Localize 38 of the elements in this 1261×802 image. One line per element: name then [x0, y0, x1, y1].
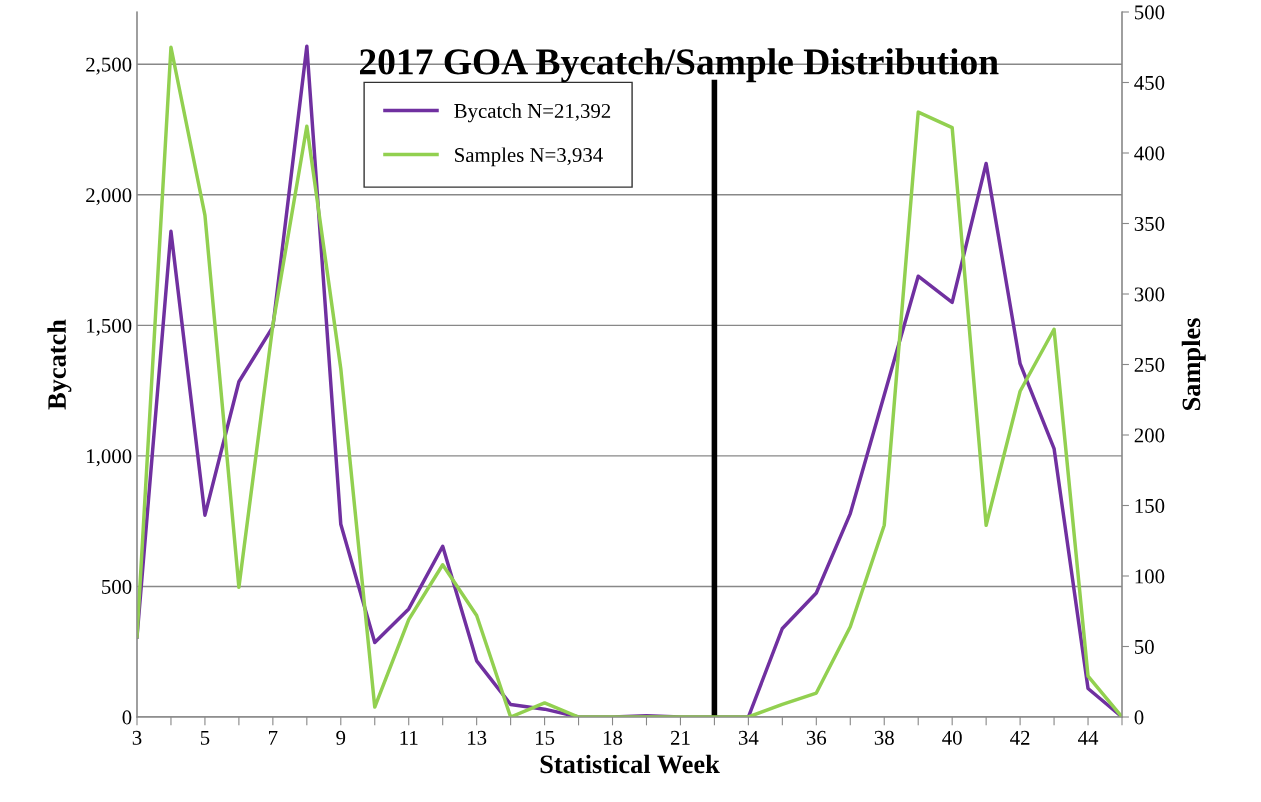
y-tick-label: 2,500 — [86, 57, 132, 75]
x-tick-label: 21 — [670, 730, 690, 745]
x-tick-label: 3 — [132, 730, 142, 745]
x-tick-label: 38 — [874, 730, 894, 745]
legend-label: Samples N=3,934 — [455, 147, 603, 167]
x-tick-label: 42 — [1010, 730, 1030, 745]
text: 2017 GOA Bycatch/Sample Distribution — [359, 48, 999, 83]
y2-tick-label: 450 — [1134, 75, 1165, 90]
y2-tick-label: 350 — [1134, 216, 1165, 231]
y-axis-title: Bycatch — [47, 319, 72, 410]
y2-tick-label: 0 — [1134, 710, 1144, 725]
x-tick-label: 44 — [1078, 730, 1099, 745]
x-tick-label: 13 — [468, 730, 487, 745]
y2-tick-label: 250 — [1134, 357, 1165, 372]
y2-tick-label: 100 — [1135, 569, 1165, 584]
x-tick-label: 15 — [536, 730, 555, 745]
y2-tick-label: 500 — [1135, 5, 1165, 20]
y-tick-label: 2,000 — [86, 188, 132, 206]
y-tick-label: 500 — [102, 579, 132, 594]
y2-tick-label: 200 — [1134, 428, 1165, 443]
y-tick-label: 0 — [122, 710, 132, 725]
x-tick-label: 18 — [603, 730, 623, 745]
x-tick-label: 40 — [942, 730, 962, 745]
x-tick-label: 34 — [738, 730, 759, 745]
y2-tick-label: 400 — [1134, 146, 1165, 161]
y2-tick-label: 150 — [1135, 498, 1165, 513]
y-tick-label: 1,000 — [87, 449, 132, 467]
x-tick-label: 5 — [200, 731, 210, 745]
x-axis-title: Statistical Week — [540, 754, 720, 774]
x-tick-label: 9 — [336, 730, 346, 745]
legend-label: Bycatch N=21,392 — [454, 103, 611, 123]
y2-axis-title: Samples — [1181, 318, 1206, 411]
x-tick-label: 11 — [400, 730, 418, 745]
y2-tick-label: 300 — [1134, 287, 1165, 302]
x-tick-label: 36 — [806, 730, 827, 745]
x-tick-label: 7 — [269, 731, 278, 745]
y-tick-label: 1,500 — [87, 318, 132, 336]
y2-tick-label: 50 — [1135, 639, 1154, 654]
